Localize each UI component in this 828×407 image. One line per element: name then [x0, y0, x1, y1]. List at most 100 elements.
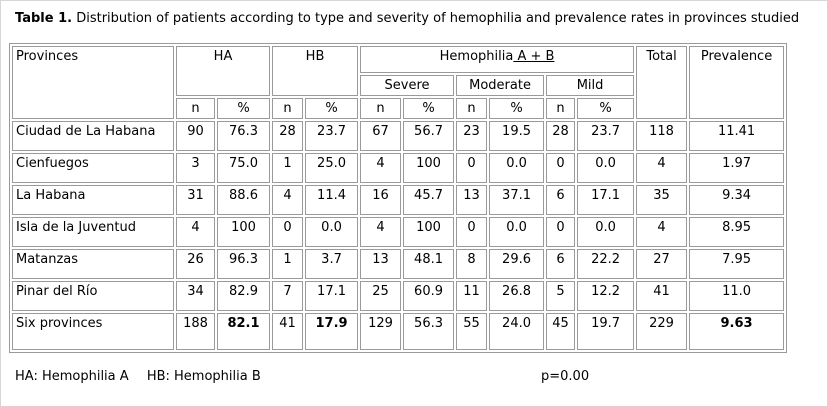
moderate-n-cell: 55	[456, 313, 488, 350]
ha-pct-cell: 82.9	[217, 281, 271, 311]
col-header-provinces: Provinces	[12, 46, 174, 119]
hb-n-cell: 1	[272, 153, 304, 183]
hemophilia-ab-prefix: Hemophilia	[439, 49, 514, 64]
hb-pct-cell: 23.7	[305, 121, 359, 151]
moderate-n-cell: 0	[456, 153, 488, 183]
ha-n-cell: 31	[176, 185, 215, 215]
prevalence-cell: 9.63	[689, 313, 785, 350]
mild-n-cell: 0	[546, 217, 576, 247]
moderate-pct-header: %	[489, 98, 545, 119]
moderate-pct-cell: 0.0	[489, 153, 545, 183]
hb-n-cell: 4	[272, 185, 304, 215]
mild-n-cell: 28	[546, 121, 576, 151]
table-footnote: HA: Hemophilia A HB: Hemophilia B p=0.00	[15, 369, 827, 389]
province-cell: La Habana	[12, 185, 174, 215]
ha-pct-cell: 75.0	[217, 153, 271, 183]
table-caption: Table 1. Distribution of patients accord…	[15, 11, 827, 26]
moderate-pct-cell: 26.8	[489, 281, 545, 311]
table-row-totals: Six provinces 188 82.1 41 17.9 129 56.3 …	[12, 313, 785, 350]
mild-pct-cell: 12.2	[577, 281, 635, 311]
mild-n-cell: 6	[546, 249, 576, 279]
total-cell: 4	[636, 217, 688, 247]
col-header-total: Total	[636, 46, 688, 119]
col-header-hb: HB	[272, 46, 359, 96]
severe-n-cell: 13	[360, 249, 402, 279]
moderate-n-cell: 11	[456, 281, 488, 311]
province-cell: Ciudad de La Habana	[12, 121, 174, 151]
severe-pct-cell: 48.1	[403, 249, 455, 279]
moderate-n-cell: 8	[456, 249, 488, 279]
col-header-prevalence: Prevalence	[689, 46, 785, 119]
hb-n-cell: 28	[272, 121, 304, 151]
moderate-n-cell: 0	[456, 217, 488, 247]
mild-n-cell: 0	[546, 153, 576, 183]
severe-pct-cell: 100	[403, 153, 455, 183]
ha-n-header: n	[176, 98, 215, 119]
ha-pct-header: %	[217, 98, 271, 119]
severe-n-header: n	[360, 98, 402, 119]
header-row-groups: Provinces HA HB Hemophilia A + B Total P…	[12, 46, 785, 119]
p-value: p=0.00	[541, 369, 590, 384]
hemophilia-ab-underlined: A + B	[513, 49, 555, 64]
total-cell: 229	[636, 313, 688, 350]
hb-pct-cell: 11.4	[305, 185, 359, 215]
hb-n-cell: 0	[272, 217, 304, 247]
hemophilia-table: Provinces HA HB Hemophilia A + B Total P…	[9, 43, 788, 353]
mild-pct-cell: 22.2	[577, 249, 635, 279]
mild-pct-cell: 17.1	[577, 185, 635, 215]
table-caption-text: Distribution of patients according to ty…	[76, 11, 800, 26]
hb-pct-cell: 3.7	[305, 249, 359, 279]
table-row: La Habana 31 88.6 4 11.4 16 45.7 13 37.1…	[12, 185, 785, 215]
mild-n-cell: 6	[546, 185, 576, 215]
ha-n-cell: 4	[176, 217, 215, 247]
prevalence-cell: 8.95	[689, 217, 785, 247]
ha-n-cell: 26	[176, 249, 215, 279]
total-cell: 27	[636, 249, 688, 279]
province-cell: Isla de la Juventud	[12, 217, 174, 247]
table-row: Cienfuegos 3 75.0 1 25.0 4 100 0 0.0 0 0…	[12, 153, 785, 183]
moderate-n-header: n	[456, 98, 488, 119]
severe-pct-cell: 60.9	[403, 281, 455, 311]
severe-n-cell: 67	[360, 121, 402, 151]
moderate-pct-cell: 37.1	[489, 185, 545, 215]
mild-pct-header: %	[577, 98, 635, 119]
ha-n-cell: 188	[176, 313, 215, 350]
table-row: Pinar del Río 34 82.9 7 17.1 25 60.9 11 …	[12, 281, 785, 311]
severe-n-cell: 16	[360, 185, 402, 215]
ha-n-cell: 34	[176, 281, 215, 311]
hb-pct-cell: 25.0	[305, 153, 359, 183]
severe-pct-cell: 100	[403, 217, 455, 247]
ha-footnote: HA: Hemophilia A	[15, 369, 129, 384]
severe-pct-cell: 56.3	[403, 313, 455, 350]
col-header-severe: Severe	[360, 75, 455, 96]
hb-n-cell: 1	[272, 249, 304, 279]
prevalence-cell: 7.95	[689, 249, 785, 279]
province-cell: Six provinces	[12, 313, 174, 350]
table-row: Ciudad de La Habana 90 76.3 28 23.7 67 5…	[12, 121, 785, 151]
moderate-n-cell: 23	[456, 121, 488, 151]
header-row-n-pct: n % n % n % n % n %	[12, 98, 784, 119]
province-cell: Matanzas	[12, 249, 174, 279]
hb-pct-cell: 0.0	[305, 217, 359, 247]
hb-footnote: HB: Hemophilia B	[146, 369, 261, 384]
col-header-mild: Mild	[546, 75, 635, 96]
mild-pct-cell: 0.0	[577, 217, 635, 247]
col-header-hemophilia-ab: Hemophilia A + B	[360, 46, 635, 73]
ha-pct-cell: 88.6	[217, 185, 271, 215]
table-row: Matanzas 26 96.3 1 3.7 13 48.1 8 29.6 6 …	[12, 249, 785, 279]
mild-n-cell: 5	[546, 281, 576, 311]
severe-n-cell: 4	[360, 153, 402, 183]
severe-n-cell: 129	[360, 313, 402, 350]
severe-pct-header: %	[403, 98, 455, 119]
mild-pct-cell: 0.0	[577, 153, 635, 183]
total-cell: 118	[636, 121, 688, 151]
hb-pct-header: %	[305, 98, 359, 119]
prevalence-cell: 9.34	[689, 185, 785, 215]
ha-pct-cell: 76.3	[217, 121, 271, 151]
moderate-pct-cell: 24.0	[489, 313, 545, 350]
ha-pct-cell: 100	[217, 217, 271, 247]
severe-pct-cell: 45.7	[403, 185, 455, 215]
col-header-ha: HA	[176, 46, 271, 96]
mild-pct-cell: 19.7	[577, 313, 635, 350]
total-cell: 4	[636, 153, 688, 183]
